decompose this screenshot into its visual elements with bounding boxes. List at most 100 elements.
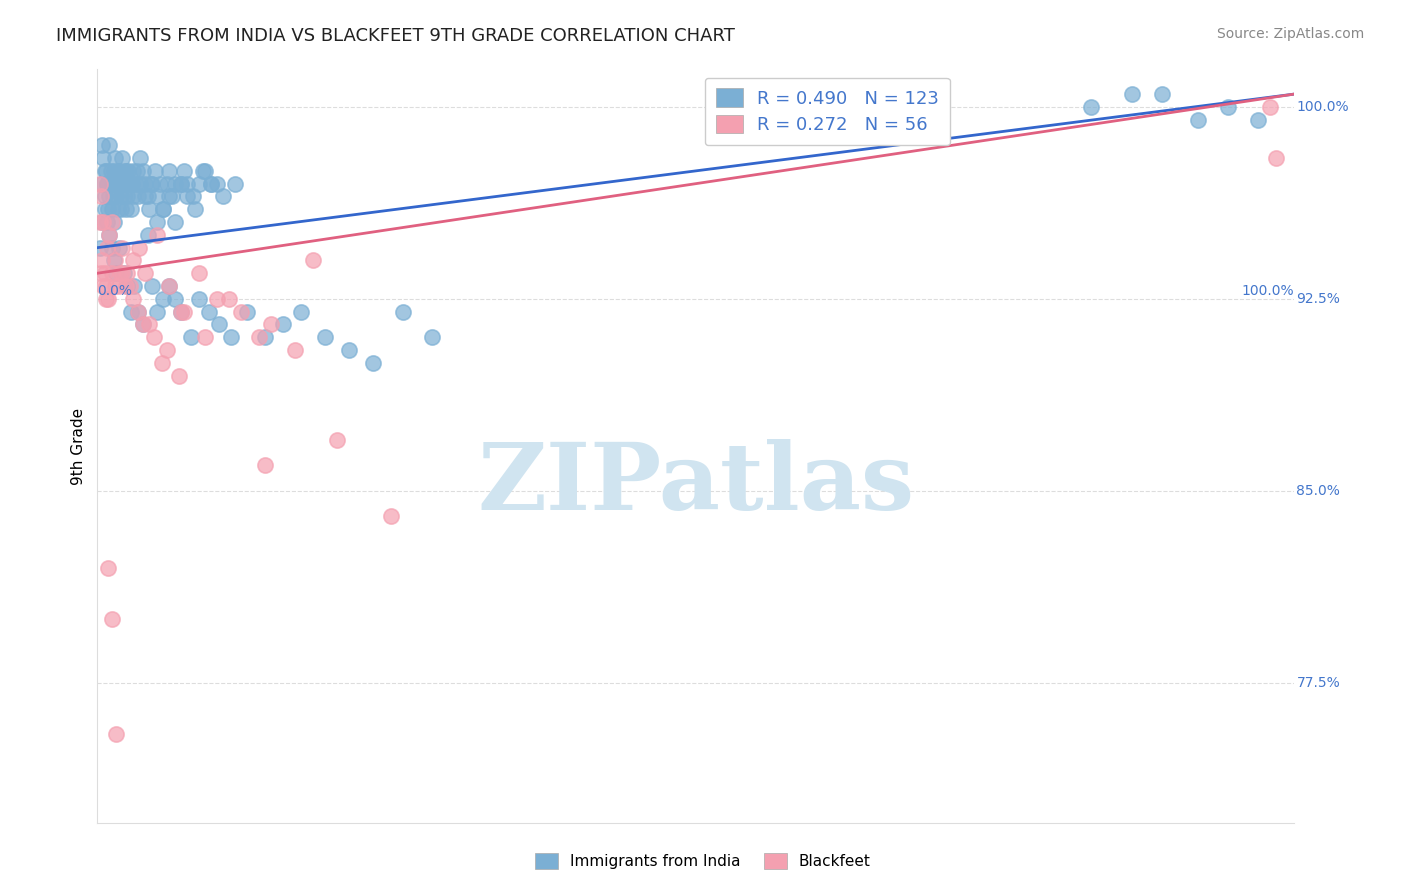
Point [117,279,139,293]
Point [107,202,129,217]
Text: Source: ZipAtlas.com: Source: ZipAtlas.com [1216,27,1364,41]
Point [221,330,243,344]
Point [98,189,121,203]
Point [146,189,169,203]
Point [90,177,112,191]
Point [200,177,222,191]
Point [115,164,138,178]
Point [191,164,214,178]
Text: 85.0%: 85.0% [1296,483,1340,498]
Point [94,292,117,306]
Point [121,177,143,191]
Point [422,330,444,344]
Point [188,292,211,306]
Point [100,202,122,217]
Point [129,177,152,191]
Point [104,253,127,268]
Point [108,266,131,280]
Point [117,177,139,191]
Point [138,318,160,332]
Point [104,279,127,293]
Point [184,202,207,217]
Point [124,177,146,191]
Point [91,253,114,268]
Point [91,151,114,165]
Point [170,304,193,318]
Point [229,304,252,318]
Point [105,727,128,741]
Point [152,202,174,217]
Point [170,177,193,191]
Point [253,458,276,473]
Point [148,177,170,191]
Point [134,266,156,280]
Point [89,215,111,229]
Point [100,215,122,229]
Point [96,215,118,229]
Point [122,189,145,203]
Point [94,279,117,293]
Point [212,189,235,203]
Point [91,279,114,293]
Point [127,304,149,318]
Point [93,202,115,217]
Point [165,292,187,306]
Point [100,241,122,255]
Point [111,241,134,255]
Point [90,266,112,280]
Point [127,189,149,203]
Point [93,164,115,178]
Point [314,330,336,344]
Point [1080,100,1102,114]
Point [101,189,124,203]
Point [100,177,122,191]
Point [165,215,187,229]
Point [1187,112,1209,127]
Point [325,433,347,447]
Point [105,177,128,191]
Point [165,177,187,191]
Point [1265,151,1288,165]
Point [112,177,135,191]
Point [111,266,134,280]
Point [91,215,114,229]
Point [97,202,120,217]
Point [1258,100,1281,114]
Point [391,304,413,318]
Point [181,189,204,203]
Point [104,151,127,165]
Point [142,330,165,344]
Point [218,292,240,306]
Point [200,177,222,191]
Point [103,215,125,229]
Point [93,266,115,280]
Point [110,177,132,191]
Point [108,177,131,191]
Point [176,177,198,191]
Point [170,304,193,318]
Point [156,177,179,191]
Point [290,304,312,318]
Point [173,304,195,318]
Point [91,215,114,229]
Text: 77.5%: 77.5% [1296,676,1340,690]
Point [117,266,139,280]
Point [146,304,169,318]
Point [103,253,125,268]
Point [167,368,190,383]
Point [253,330,276,344]
Point [91,138,114,153]
Point [122,164,145,178]
Text: IMMIGRANTS FROM INDIA VS BLACKFEET 9TH GRADE CORRELATION CHART: IMMIGRANTS FROM INDIA VS BLACKFEET 9TH G… [56,27,735,45]
Point [160,189,183,203]
Point [122,292,145,306]
Point [98,227,121,242]
Point [117,164,139,178]
Point [301,253,323,268]
Y-axis label: 9th Grade: 9th Grade [72,408,86,484]
Point [208,318,231,332]
Point [132,318,155,332]
Point [136,227,159,242]
Point [180,330,202,344]
Point [120,202,142,217]
